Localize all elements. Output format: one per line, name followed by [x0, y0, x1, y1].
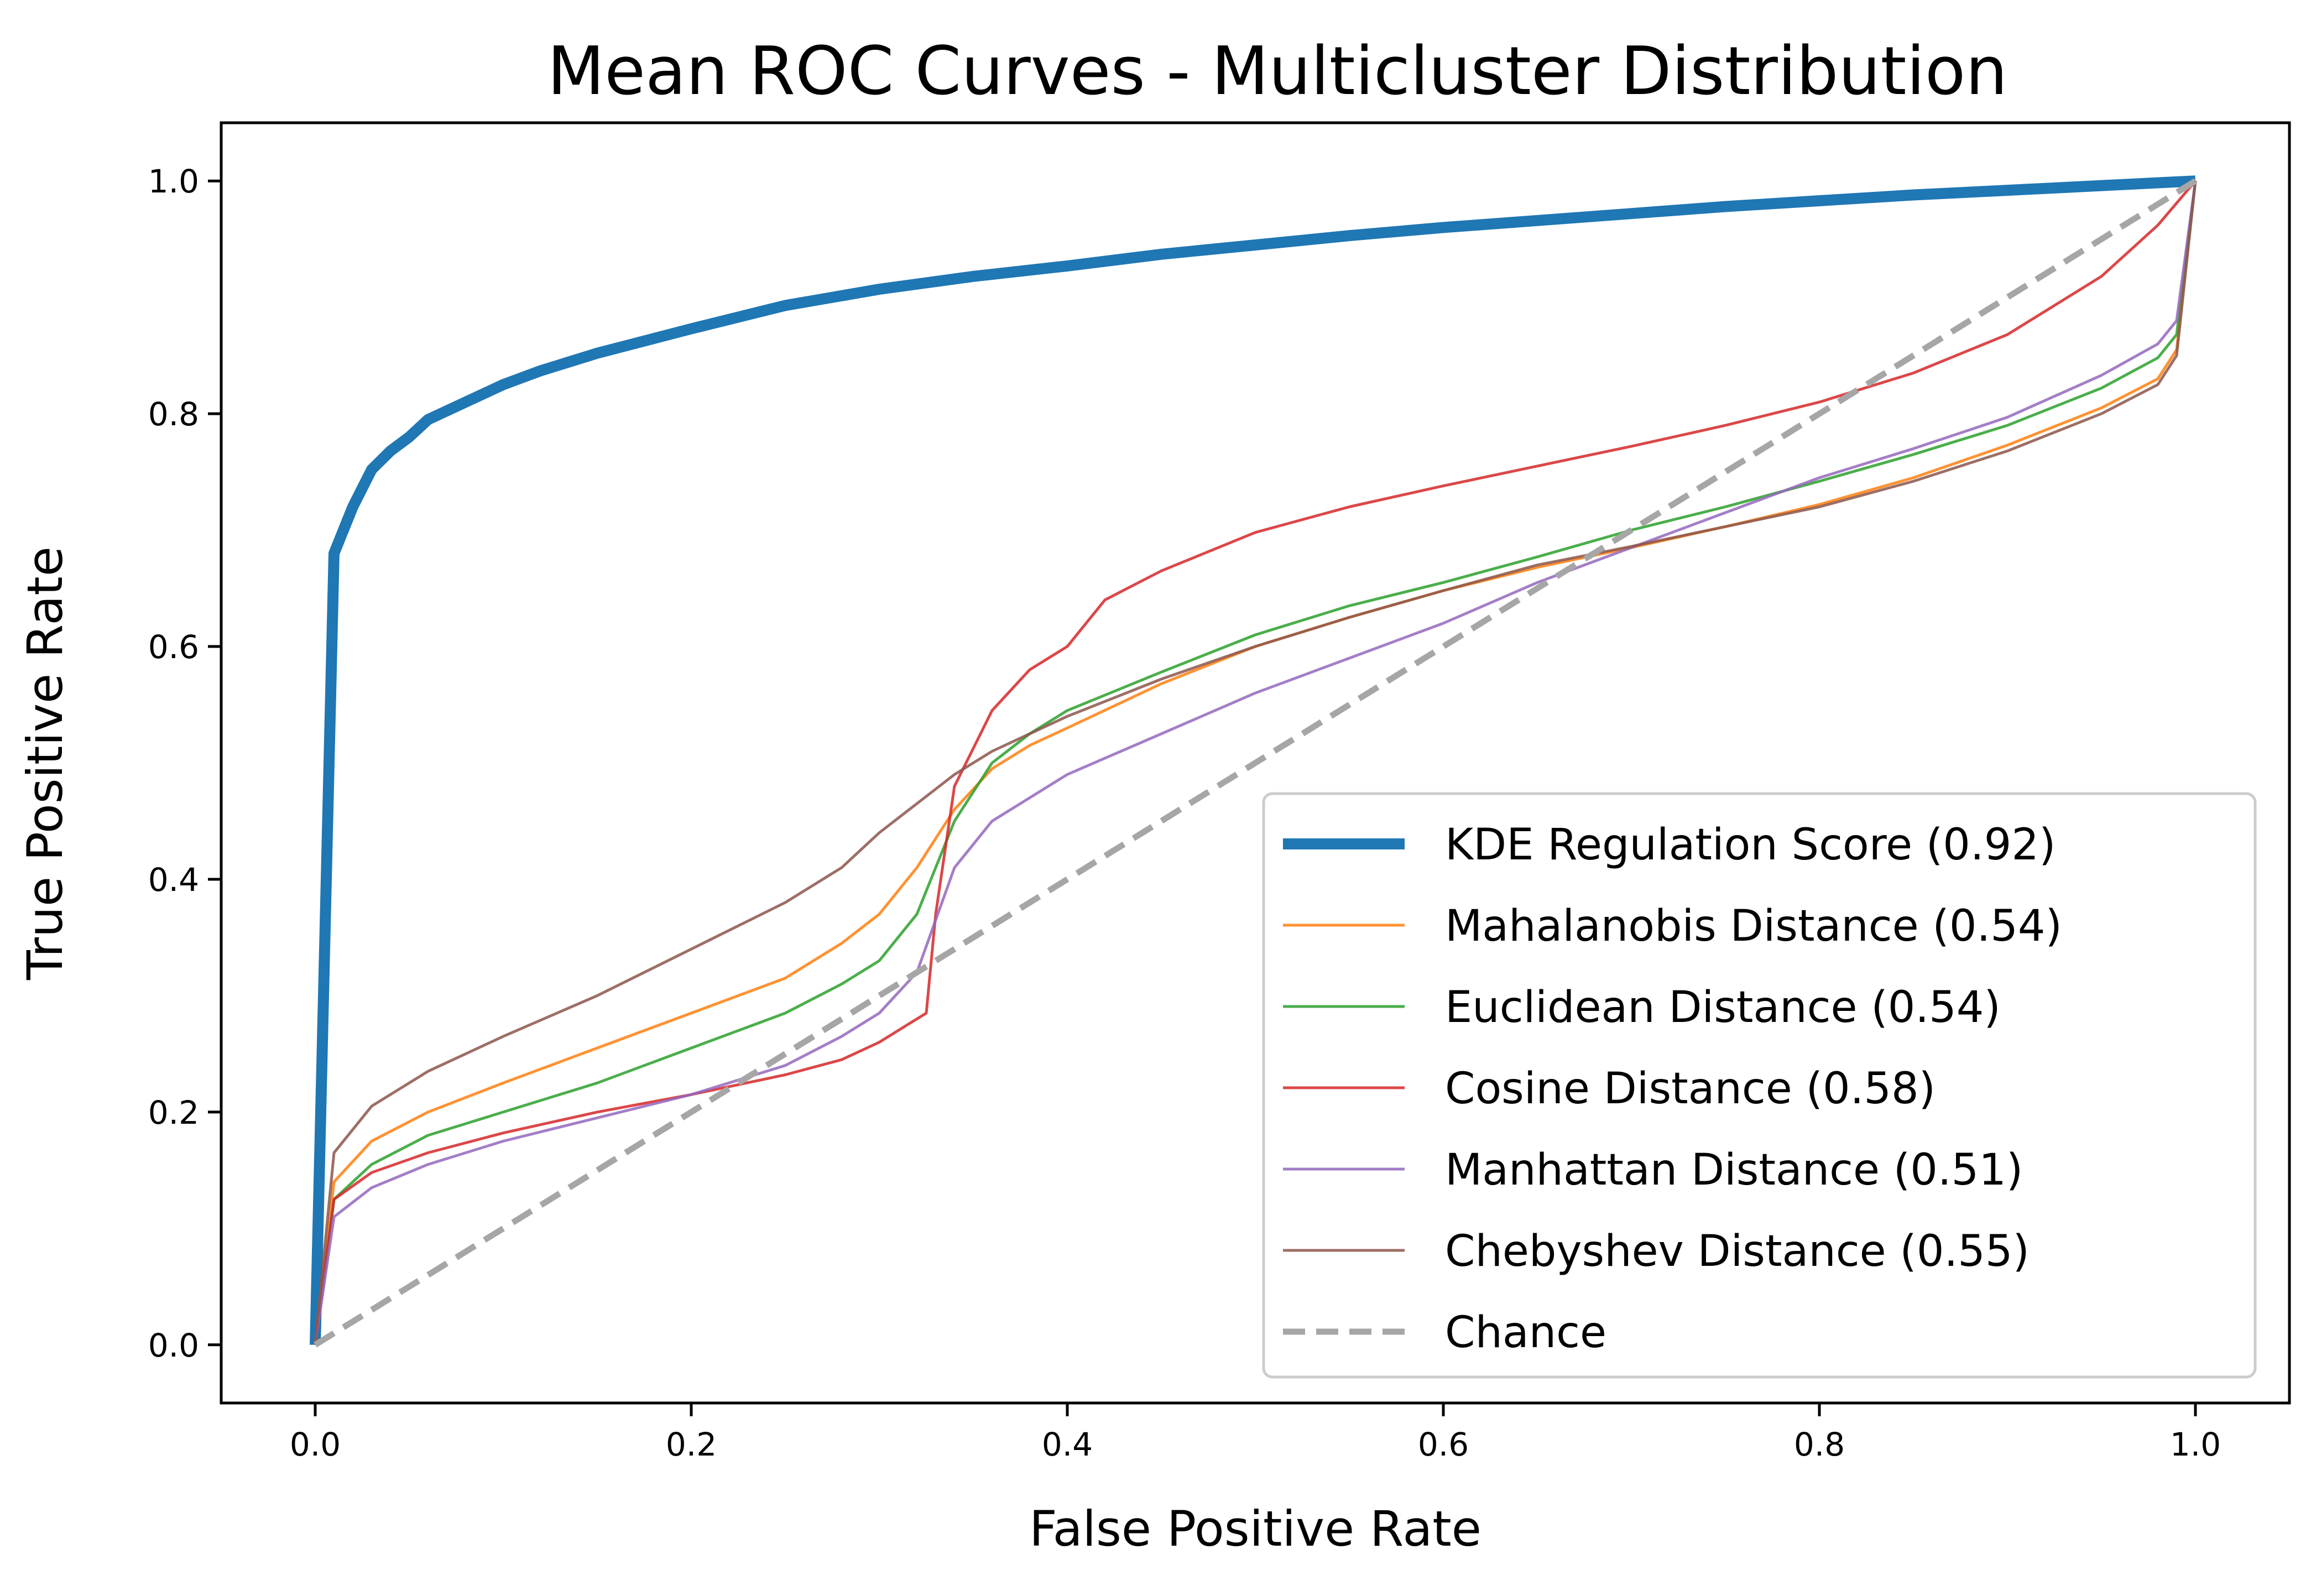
- x-axis-label: False Positive Rate: [1029, 1500, 1481, 1557]
- y-tick-label: 0.2: [148, 1094, 199, 1131]
- x-tick-label: 0.0: [290, 1426, 341, 1463]
- series-line-mahalanobis-distance: [314, 180, 2197, 1345]
- legend-label-chance: Chance: [1445, 1308, 1606, 1358]
- legend-label-chebyshev-distance: Chebyshev Distance (0.55): [1445, 1227, 2030, 1276]
- legend-label-cosine-distance: Cosine Distance (0.58): [1445, 1064, 1936, 1114]
- series-line-manhattan-distance: [314, 180, 2197, 1345]
- series-line-kde-regulation-score: [310, 175, 2196, 1345]
- x-tick-label: 0.4: [1042, 1426, 1093, 1463]
- legend-label-euclidean-distance: Euclidean Distance (0.54): [1445, 983, 2001, 1032]
- series-line-chebyshev-distance: [314, 180, 2197, 1345]
- legend-label-kde-regulation-score: KDE Regulation Score (0.92): [1445, 820, 2056, 870]
- x-tick-label: 0.2: [666, 1426, 717, 1463]
- legend-label-mahalanobis-distance: Mahalanobis Distance (0.54): [1445, 901, 2062, 951]
- y-axis-ticks: 0.0 0.2 0.4 0.6 0.8 1.0: [148, 163, 221, 1364]
- legend-label-manhattan-distance: Manhattan Distance (0.51): [1445, 1145, 2023, 1195]
- y-tick-label: 0.6: [148, 628, 199, 666]
- y-axis-label: True Positive Rate: [17, 546, 74, 980]
- plot-frame: [220, 121, 2291, 1405]
- chart-title: Mean ROC Curves - Multicluster Distribut…: [547, 33, 2008, 110]
- y-tick-label: 1.0: [148, 163, 199, 200]
- y-tick-label: 0.4: [148, 861, 199, 899]
- series-line-cosine-distance: [314, 180, 2197, 1345]
- x-tick-label: 0.8: [1794, 1426, 1845, 1463]
- y-tick-label: 0.8: [148, 395, 199, 433]
- legend-box: [1262, 792, 2257, 1379]
- series-line-chance: [314, 178, 2197, 1348]
- x-tick-label: 0.6: [1418, 1426, 1469, 1463]
- plot-lines: [310, 175, 2197, 1348]
- series-line-euclidean-distance: [314, 180, 2197, 1345]
- x-axis-ticks: 0.0 0.2 0.4 0.6 0.8 1.0: [290, 1403, 2221, 1463]
- x-tick-label: 1.0: [2170, 1426, 2221, 1463]
- legend: KDE Regulation Score (0.92) Mahalanobis D…: [1262, 792, 2257, 1379]
- y-tick-label: 0.0: [148, 1327, 199, 1364]
